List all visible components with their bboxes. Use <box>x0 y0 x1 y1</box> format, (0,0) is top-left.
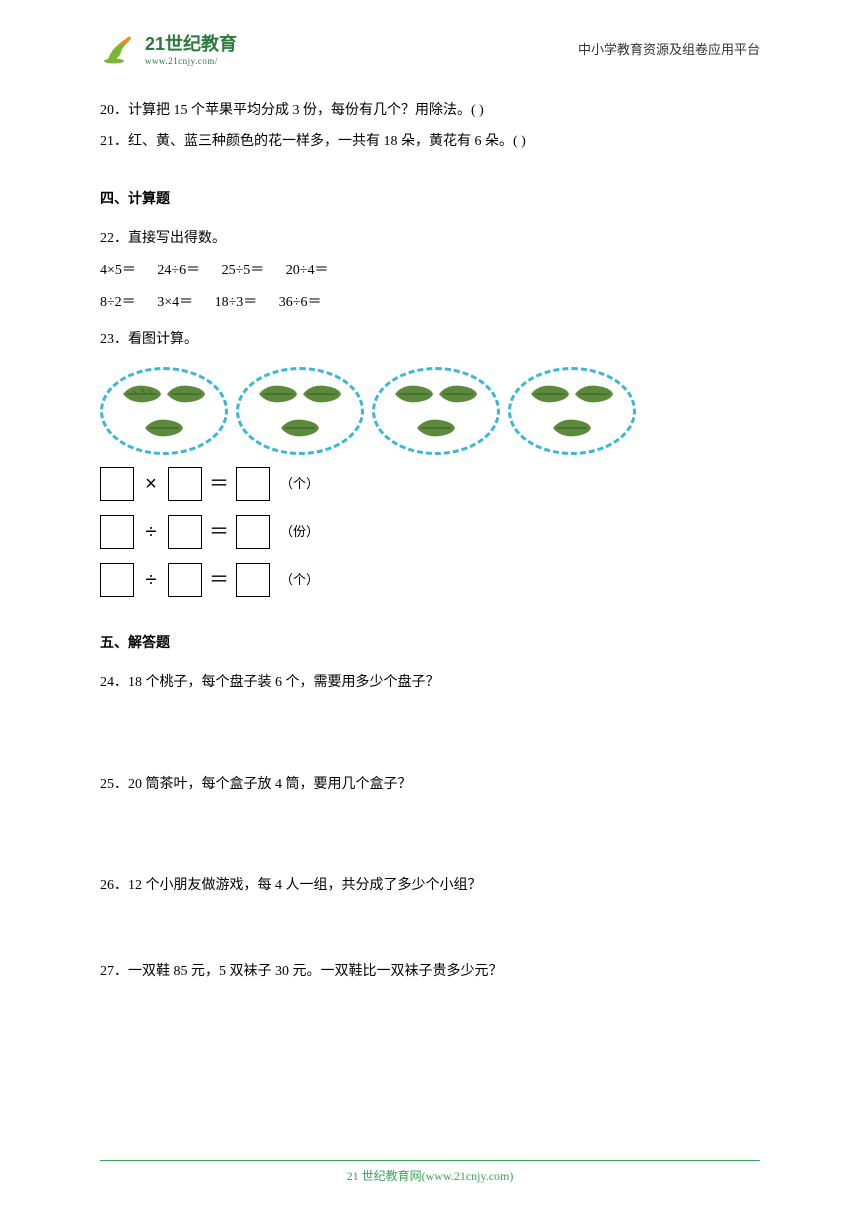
calc-item: 18÷3＝ <box>215 288 258 317</box>
leaf-icon <box>573 380 615 408</box>
calc-item: 8÷2＝ <box>100 288 136 317</box>
equation-2: ÷ ＝ （份） <box>100 511 760 553</box>
operator: ÷ <box>140 511 162 553</box>
equation-1: × ＝ （个） <box>100 463 760 505</box>
answer-box <box>100 515 134 549</box>
page-footer: 21 世纪教育网(www.21cnjy.com) <box>0 1160 860 1184</box>
unit-label: （份） <box>280 518 319 545</box>
leaf-icon <box>393 380 435 408</box>
circle-group <box>236 367 364 455</box>
calc-item: 24÷6＝ <box>157 256 200 285</box>
calc-item: 25÷5＝ <box>222 256 265 285</box>
calc-item: 3×4＝ <box>157 288 193 317</box>
leaf-icon <box>529 380 571 408</box>
calc-item: 20÷4＝ <box>286 256 329 285</box>
leaf-icon <box>301 380 343 408</box>
header-right-text: 中小学教育资源及组卷应用平台 <box>578 39 760 58</box>
question-23: 23．看图计算。 <box>100 325 760 354</box>
circle-group <box>100 367 228 455</box>
section-5-title: 五、解答题 <box>100 629 760 658</box>
answer-box <box>100 467 134 501</box>
answer-box <box>236 515 270 549</box>
circle-group <box>372 367 500 455</box>
answer-space <box>100 700 760 770</box>
footer-text: 21 世纪教育网(www.21cnjy.com) <box>0 1167 860 1184</box>
leaf-icon <box>415 414 457 442</box>
footer-divider <box>100 1160 760 1161</box>
answer-box <box>168 467 202 501</box>
answer-box <box>168 563 202 597</box>
answer-box <box>236 467 270 501</box>
answer-box <box>100 563 134 597</box>
leaf-icon <box>121 380 163 408</box>
logo-url: www.21cnjy.com/ <box>145 56 237 66</box>
logo-icon <box>100 31 140 66</box>
calc-item: 4×5＝ <box>100 256 136 285</box>
operator: × <box>140 463 162 505</box>
calc-row-1: 4×5＝ 24÷6＝ 25÷5＝ 20÷4＝ <box>100 256 760 285</box>
calc-row-2: 8÷2＝ 3×4＝ 18÷3＝ 36÷6＝ <box>100 288 760 317</box>
leaf-icon <box>437 380 479 408</box>
equation-3: ÷ ＝ （个） <box>100 559 760 601</box>
answer-box <box>236 563 270 597</box>
leaf-icon <box>551 414 593 442</box>
leaf-icon <box>165 380 207 408</box>
calc-item: 36÷6＝ <box>279 288 322 317</box>
question-25: 25．20 筒茶叶，每个盒子放 4 筒，要用几个盒子？ <box>100 770 760 799</box>
leaf-icon <box>143 414 185 442</box>
leaf-icon <box>279 414 321 442</box>
answer-space <box>100 801 760 871</box>
question-20: 20．计算把 15 个苹果平均分成 3 份，每份有几个？用除法。( ) <box>100 96 760 125</box>
logo-text: 21世纪教育 www.21cnjy.com/ <box>145 30 237 66</box>
question-27: 27．一双鞋 85 元，5 双袜子 30 元。一双鞋比一双袜子贵多少元？ <box>100 957 760 986</box>
section-4-title: 四、计算题 <box>100 185 760 214</box>
answer-box <box>168 515 202 549</box>
circles-row <box>100 367 760 455</box>
answer-space <box>100 902 760 957</box>
unit-label: （个） <box>280 566 319 593</box>
equals: ＝ <box>208 559 230 601</box>
question-24: 24．18 个桃子，每个盘子装 6 个，需要用多少个盘子？ <box>100 668 760 697</box>
equals: ＝ <box>208 511 230 553</box>
circle-group <box>508 367 636 455</box>
question-26: 26．12 个小朋友做游戏，每 4 人一组，共分成了多少个小组？ <box>100 871 760 900</box>
question-21: 21．红、黄、蓝三种颜色的花一样多，一共有 18 朵，黄花有 6 朵。( ) <box>100 127 760 156</box>
page-header: 21世纪教育 www.21cnjy.com/ 中小学教育资源及组卷应用平台 <box>0 0 860 76</box>
logo: 21世纪教育 www.21cnjy.com/ <box>100 30 237 66</box>
leaf-icon <box>257 380 299 408</box>
equals: ＝ <box>208 463 230 505</box>
logo-main-text: 21世纪教育 <box>145 30 237 56</box>
question-22: 22．直接写出得数。 <box>100 224 760 253</box>
content-area: 20．计算把 15 个苹果平均分成 3 份，每份有几个？用除法。( ) 21．红… <box>0 76 860 987</box>
operator: ÷ <box>140 559 162 601</box>
unit-label: （个） <box>280 470 319 497</box>
